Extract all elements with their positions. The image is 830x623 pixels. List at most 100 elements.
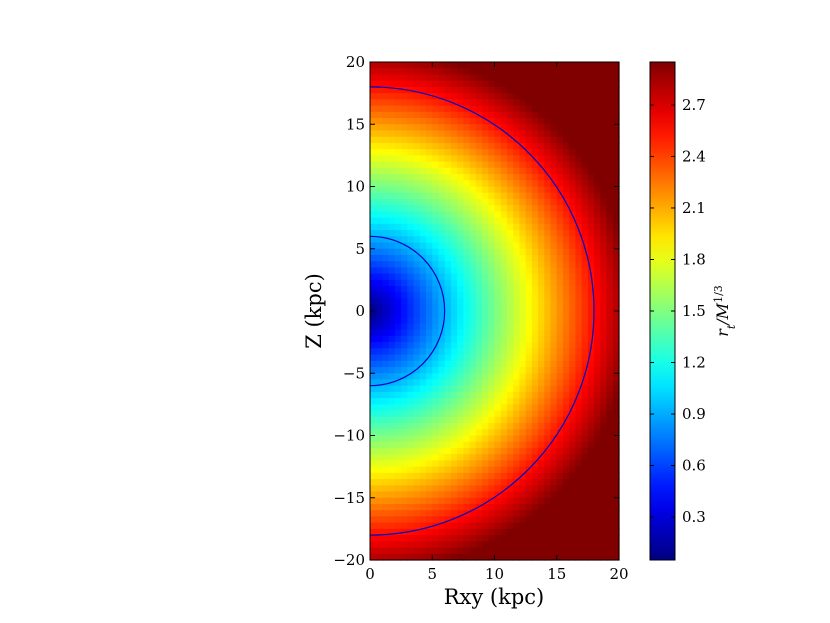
heatmap-cell [513,136,520,144]
heatmap-cell [538,161,545,169]
heatmap-cell [494,510,502,518]
heatmap-cell [438,460,446,468]
heatmap-cell [438,385,446,393]
heatmap-cell [587,217,595,225]
heatmap-cell [562,118,570,125]
heatmap-cell [482,535,489,542]
heatmap-cell [556,528,564,536]
heatmap-cell [450,553,458,561]
heatmap-cell [426,99,433,107]
heatmap-cell [413,410,421,418]
heatmap-cell [513,367,520,374]
heatmap-cell [519,236,527,244]
heatmap-cell [612,198,620,206]
heatmap-cell [494,342,502,349]
heatmap-cell [587,111,595,119]
heatmap-cell [401,124,408,132]
heatmap-cell [581,155,589,163]
heatmap-cell [438,528,446,536]
heatmap-cell [612,398,620,405]
heatmap-cell [407,360,415,368]
heatmap-cell [519,217,527,225]
heatmap-cell [569,186,577,194]
heatmap-cell [587,267,595,275]
heatmap-cell [394,192,402,200]
heatmap-cell [432,180,440,188]
heatmap-cell [513,149,520,156]
heatmap-cell [419,111,427,119]
heatmap-cell [463,223,471,231]
heatmap-cell [506,416,514,424]
heatmap-cell [432,335,440,343]
heatmap-cell [475,136,483,144]
heatmap-cell [457,528,464,536]
heatmap-cell [556,198,564,206]
heatmap-cell [562,466,570,474]
heatmap-cell [438,391,446,399]
heatmap-cell [519,311,527,318]
heatmap-cell [525,398,533,405]
heatmap-cell [513,180,520,188]
heatmap-cell [488,273,496,281]
heatmap-cell [413,279,421,287]
heatmap-cell [413,161,421,169]
heatmap-cell [538,292,545,300]
heatmap-cell [600,516,608,524]
heatmap-cell [426,522,433,530]
heatmap-cell [494,74,502,82]
heatmap-cell [432,230,440,237]
heatmap-cell [413,398,421,405]
heatmap-cell [606,248,614,256]
heatmap-cell [419,404,427,412]
heatmap-cell [469,142,477,150]
heatmap-cell [475,267,483,275]
heatmap-cell [450,373,458,381]
heatmap-cell [606,80,614,88]
heatmap-cell [562,460,570,468]
heatmap-cell [426,435,433,443]
heatmap-cell [500,535,508,542]
heatmap-cell [457,180,464,188]
heatmap-cell [407,211,415,219]
heatmap-cell [438,367,446,374]
heatmap-cell [587,149,595,156]
heatmap-cell [612,74,620,82]
heatmap-cell [575,373,583,381]
heatmap-cell [475,435,483,443]
heatmap-cell [581,503,589,511]
heatmap-cell [506,130,514,138]
heatmap-cell [612,192,620,200]
heatmap-cell [469,155,477,163]
heatmap-cell [525,373,533,381]
heatmap-cell [525,429,533,437]
heatmap-cell [612,298,620,306]
heatmap-cell [463,329,471,337]
heatmap-cell [500,230,508,237]
heatmap-cell [426,111,433,119]
heatmap-cell [444,192,452,200]
heatmap-cell [531,180,539,188]
heatmap-cell [500,192,508,200]
heatmap-cell [475,441,483,449]
heatmap-cell [556,261,564,269]
heatmap-cell [457,348,464,356]
heatmap-cell [519,404,527,412]
heatmap-cell [544,149,552,156]
heatmap-cell [569,460,577,468]
heatmap-cell [432,367,440,374]
heatmap-cell [419,354,427,362]
heatmap-cell [469,68,477,76]
heatmap-cell [594,136,601,144]
heatmap-cell [556,541,564,549]
heatmap-cell [538,454,545,462]
heatmap-cell [494,447,502,455]
heatmap-cell [444,254,452,262]
heatmap-cell [550,230,558,237]
heatmap-cell [475,416,483,424]
heatmap-cell [407,99,415,107]
heatmap-cell [419,535,427,542]
heatmap-cell [500,547,508,555]
heatmap-cell [506,167,514,175]
heatmap-cell [600,360,608,368]
heatmap-cell [376,323,384,331]
